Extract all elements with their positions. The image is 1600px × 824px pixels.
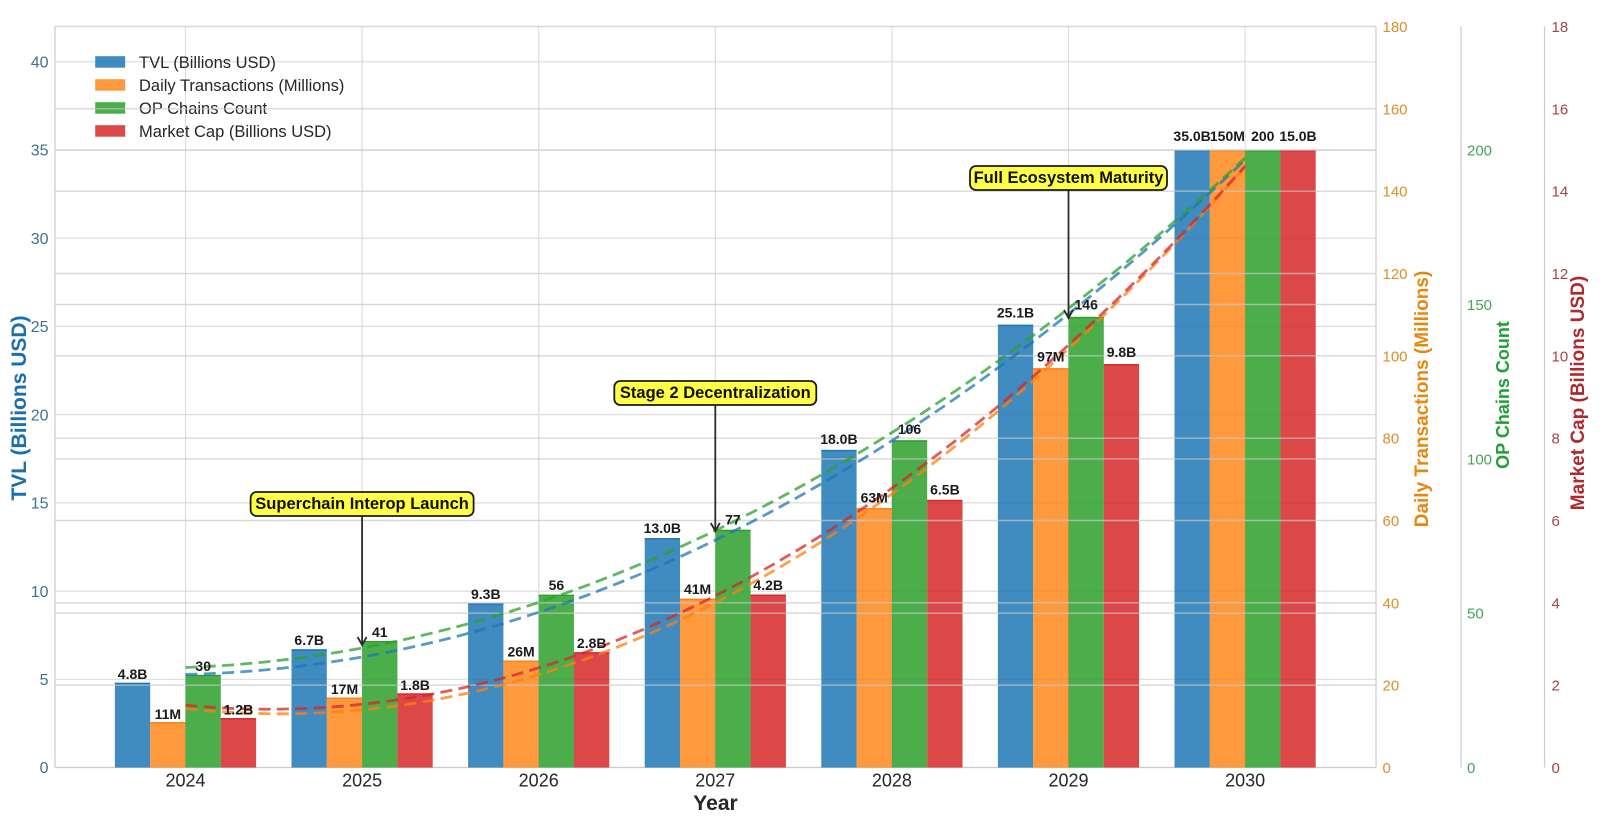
svg-text:180: 180 — [1383, 19, 1408, 36]
svg-text:14: 14 — [1552, 184, 1569, 201]
svg-text:2029: 2029 — [1048, 770, 1088, 790]
svg-text:150: 150 — [1467, 297, 1492, 314]
svg-text:80: 80 — [1383, 431, 1400, 448]
svg-text:10: 10 — [1552, 348, 1569, 365]
svg-text:0: 0 — [1467, 760, 1475, 777]
svg-text:Daily Transactions (Millions): Daily Transactions (Millions) — [1412, 271, 1433, 528]
svg-text:6: 6 — [1552, 513, 1560, 530]
svg-text:1.8B: 1.8B — [400, 677, 430, 693]
svg-text:26M: 26M — [507, 644, 534, 660]
svg-text:200: 200 — [1467, 143, 1492, 160]
svg-text:6.7B: 6.7B — [294, 632, 324, 648]
svg-text:41: 41 — [372, 624, 388, 640]
svg-text:2025: 2025 — [342, 770, 382, 790]
svg-text:77: 77 — [725, 512, 741, 528]
svg-text:5: 5 — [40, 672, 49, 689]
svg-text:TVL (Billions USD): TVL (Billions USD) — [139, 54, 276, 72]
svg-text:0: 0 — [1552, 760, 1560, 777]
svg-text:150M: 150M — [1210, 128, 1245, 144]
svg-text:146: 146 — [1075, 297, 1099, 313]
svg-text:9.3B: 9.3B — [471, 586, 501, 602]
svg-text:8: 8 — [1552, 431, 1560, 448]
svg-text:35.0B: 35.0B — [1173, 128, 1210, 144]
svg-text:0: 0 — [1383, 760, 1391, 777]
svg-text:Market Cap (Billions USD): Market Cap (Billions USD) — [139, 123, 332, 141]
svg-text:18: 18 — [1552, 19, 1569, 36]
svg-text:2026: 2026 — [519, 770, 559, 790]
svg-text:40: 40 — [1383, 595, 1400, 612]
svg-text:Full Ecosystem Maturity: Full Ecosystem Maturity — [974, 169, 1165, 187]
svg-text:10: 10 — [31, 584, 49, 601]
svg-text:100: 100 — [1383, 348, 1408, 365]
svg-text:0: 0 — [40, 760, 49, 777]
svg-text:100: 100 — [1467, 451, 1492, 468]
svg-text:120: 120 — [1383, 266, 1408, 283]
svg-text:4.8B: 4.8B — [118, 666, 148, 682]
svg-text:20: 20 — [31, 407, 49, 424]
svg-text:2028: 2028 — [872, 770, 912, 790]
svg-text:20: 20 — [1383, 678, 1400, 695]
svg-text:160: 160 — [1383, 101, 1408, 118]
svg-text:56: 56 — [549, 577, 565, 593]
svg-text:25: 25 — [31, 319, 49, 336]
svg-text:2.8B: 2.8B — [577, 635, 607, 651]
svg-text:63M: 63M — [861, 490, 888, 506]
svg-text:30: 30 — [195, 658, 211, 674]
svg-text:1.2B: 1.2B — [224, 702, 254, 718]
svg-text:Stage 2 Decentralization: Stage 2 Decentralization — [620, 384, 811, 402]
svg-text:11M: 11M — [155, 706, 181, 722]
svg-text:Superchain Interop Launch: Superchain Interop Launch — [255, 495, 469, 513]
svg-text:6.5B: 6.5B — [930, 481, 960, 497]
svg-text:OP Chains Count: OP Chains Count — [1493, 321, 1513, 469]
svg-text:97M: 97M — [1037, 348, 1064, 364]
svg-text:41M: 41M — [684, 581, 711, 597]
svg-text:Daily Transactions (Millions): Daily Transactions (Millions) — [139, 77, 344, 95]
svg-text:2024: 2024 — [165, 770, 205, 790]
svg-text:106: 106 — [898, 421, 922, 437]
svg-text:35: 35 — [31, 143, 49, 160]
svg-text:2: 2 — [1552, 678, 1560, 695]
svg-text:16: 16 — [1552, 101, 1569, 118]
svg-text:Market Cap (Billions USD): Market Cap (Billions USD) — [1568, 276, 1589, 510]
svg-text:30: 30 — [31, 231, 49, 248]
svg-text:Year: Year — [693, 792, 737, 815]
svg-text:140: 140 — [1383, 184, 1408, 201]
svg-text:15: 15 — [31, 496, 49, 513]
svg-text:60: 60 — [1383, 513, 1400, 530]
svg-text:12: 12 — [1552, 266, 1569, 283]
svg-text:4: 4 — [1552, 595, 1560, 612]
svg-text:TVL (Billions USD): TVL (Billions USD) — [8, 315, 31, 500]
svg-text:200: 200 — [1251, 128, 1275, 144]
svg-text:25.1B: 25.1B — [997, 304, 1034, 320]
svg-text:18.0B: 18.0B — [820, 431, 857, 447]
svg-text:2030: 2030 — [1225, 770, 1265, 790]
svg-text:40: 40 — [31, 55, 49, 72]
svg-text:13.0B: 13.0B — [644, 520, 681, 536]
svg-text:50: 50 — [1467, 606, 1484, 623]
svg-text:9.8B: 9.8B — [1107, 344, 1137, 360]
svg-text:2027: 2027 — [695, 770, 735, 790]
svg-text:17M: 17M — [331, 681, 358, 697]
svg-text:15.0B: 15.0B — [1279, 128, 1316, 144]
svg-text:4.2B: 4.2B — [753, 577, 783, 593]
